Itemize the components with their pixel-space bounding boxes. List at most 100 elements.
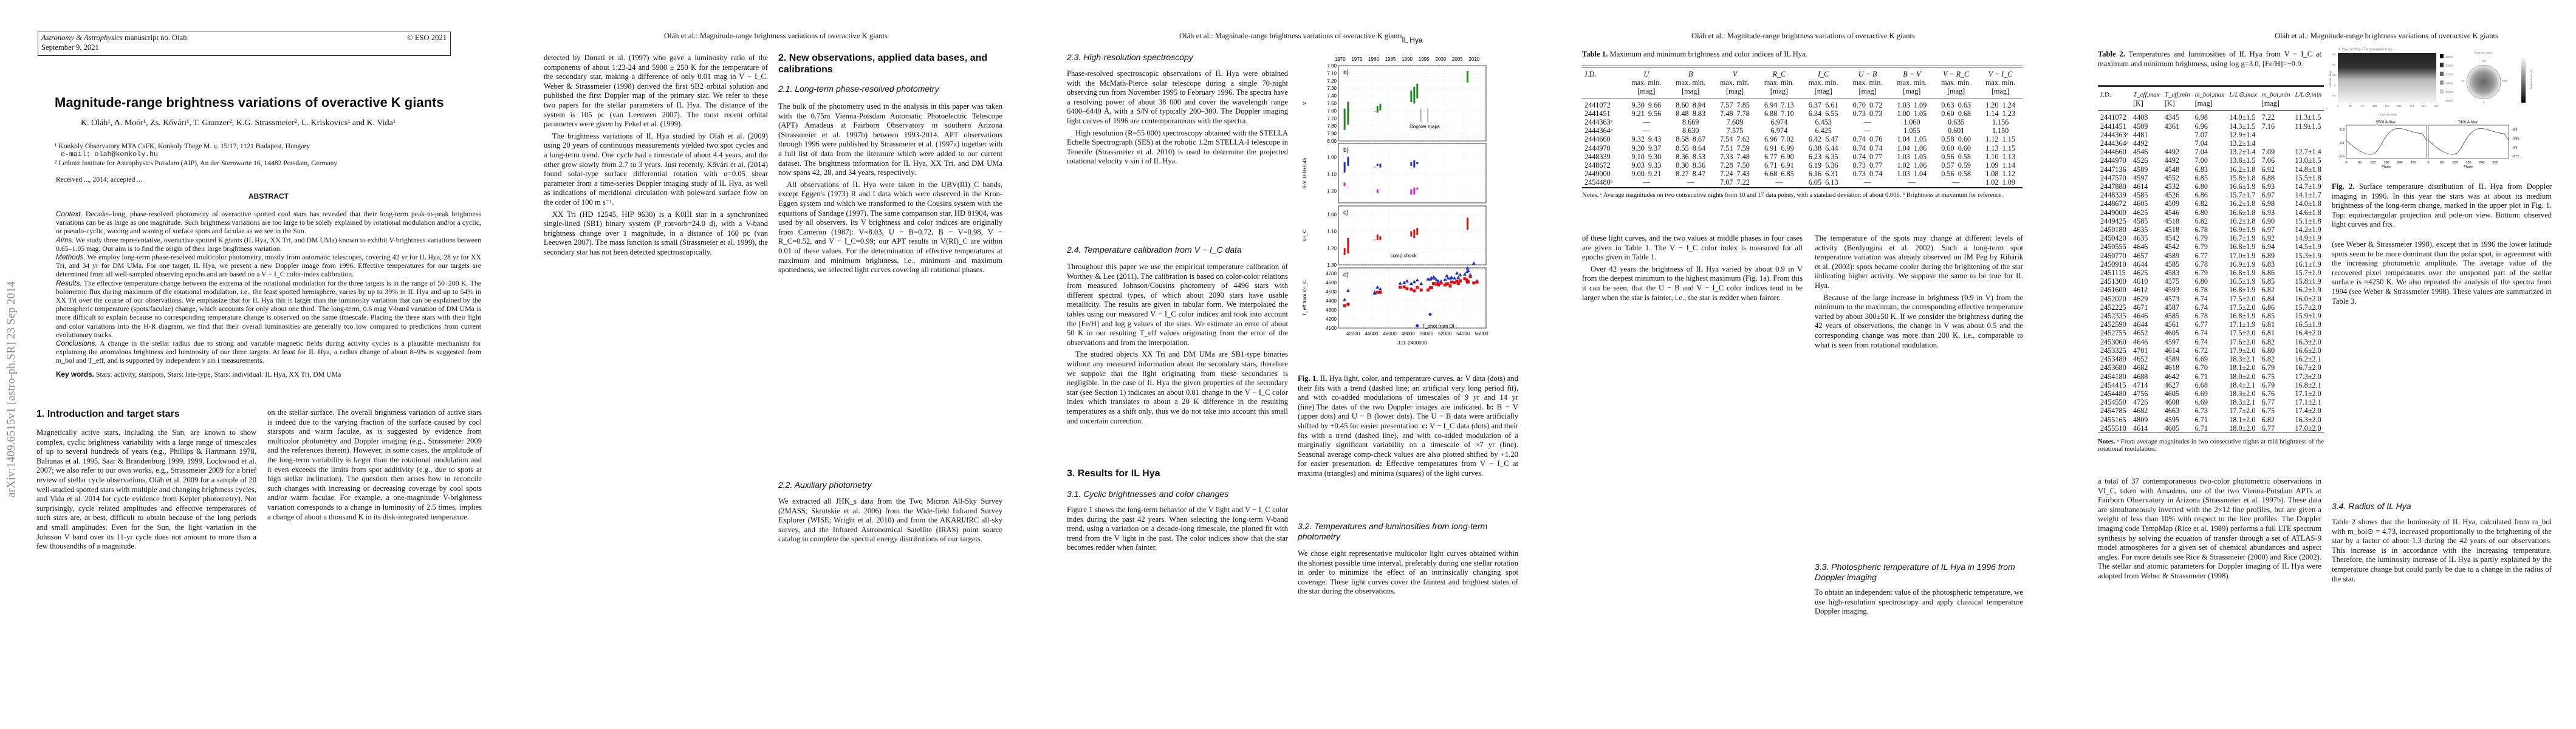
section-2-2-heading: 2.2. Auxiliary photometry [778,480,872,490]
data-point-square [1467,280,1470,284]
table-cell: 4644 [2133,259,2148,269]
table-cell: 4652 [2133,355,2148,364]
abstract-label: Aims. [56,235,74,244]
received-line: Received ..., 2014; accepted ... [56,176,142,183]
table-cell: 1.060 [1903,118,1920,127]
table-cell: 17.3±2.0 [2295,372,2321,381]
table-cell: 6.88 [2261,173,2275,182]
table-cell: 4526 [2164,191,2180,200]
table-cell: 4614 [2164,346,2180,355]
table-cell: 17.1±2.1 [2295,398,2321,407]
year-tick-label: 1990 [1402,56,1413,62]
table-cell: 14.7±1.9 [2295,182,2321,191]
paragraph: Phase-resolved spectroscopic observation… [1067,69,1288,125]
table-cell: 16.8±1.9 [2229,286,2256,295]
table-cell: 4714 [2133,380,2148,389]
table-cell: 6.68 6.85 [1764,169,1794,179]
table-row: 2452335 4646 4585 6.78 16.8±1.9 6.85 15.9±1.9 [2098,312,2324,320]
table-cell: 6.80 [2194,277,2208,286]
data-point-square [1413,289,1416,293]
abstract-text: We employ long-term phase-resolved multi… [56,253,481,279]
data-point-square [1465,278,1469,282]
table-cell: 2450420 [2100,234,2126,243]
table-cell: 4701 [2133,346,2148,355]
table-cell: 4618 [2164,363,2180,372]
table-cell: 6.77 [2194,320,2208,329]
table-cell: 1.150 [1992,126,2009,135]
section-1-right-text: on the stellar surface. The overall brig… [267,408,482,524]
table-cell: 6.78 [2194,286,2208,295]
table-cell: 4671 [2133,303,2148,312]
phase-y-tick: -0.9 [2512,128,2517,132]
paragraph: The bulk of the photometry used in the a… [778,102,1002,177]
paragraph: XX Tri (HD 12545, HIP 9630) is a K0III s… [544,210,768,256]
table-cell: 2447136 [2100,165,2126,174]
table-cell: 6.80 [2194,208,2208,217]
y-tick-label: 4200 [1326,317,1337,322]
table-cell: 4642 [2164,372,2180,381]
email-link[interactable]: e-mail: olah@konkoly.hu [61,151,159,159]
table-cell: 4589 [2133,165,2148,174]
table-cell: 14.5±1.9 [2295,242,2321,252]
phase-x-label: Phase [2382,165,2391,169]
legend-swatch [2440,89,2444,94]
table-row: 2450910 4644 4585 6.78 16.9±1.9 6.83 16.1±1.9 [2098,260,2324,269]
table-cell: 6.82 [2194,216,2208,225]
table-row: 2454180 4688 4642 6.71 18.0±2.0 6.75 17.3±2.0 [2098,372,2324,381]
table-cell: 9.00 9.21 [1631,169,1662,179]
table-row: 2451600 4612 4593 6.78 16.8±1.9 6.82 16.2±1.9 [2098,286,2324,294]
table-cell: 6.82 [2261,286,2275,295]
legend-level: 4800K [2445,100,2453,103]
table-cell: 4518 [2164,216,2180,225]
column-subheader: max. min. [1941,78,1971,87]
section-2-3-heading: 2.3. High-resolution spectroscopy [1067,52,1193,62]
table-cell: 13.8±1.5 [2229,156,2256,165]
table-cell: 8.30 8.56 [1676,161,1706,170]
table-cell: 2448339 [2100,191,2126,200]
table-cell: 0.60 0.60 [1941,143,1971,152]
data-point-square [1463,277,1467,281]
table-cell: 14.0±1.5 [2229,113,2256,122]
table-row: 2448672 4605 4509 6.82 16.2±1.8 6.98 14.0±1.8 [2098,199,2324,208]
table-1-caption: Table 1. Maximum and minimum brightness … [1582,50,1807,59]
phase-y-tick: -0.75 [2512,155,2519,159]
table-cell: 8.27 8.47 [1676,169,1706,179]
data-point-square [1443,283,1447,287]
paper-title: Magnitude-range brightness variations of… [55,95,444,110]
y-tick-label: 4300 [1326,307,1337,313]
table-cell: — [1642,118,1650,127]
table-cell: 6.97 [2261,191,2275,200]
table-cell: 6.83 [2261,259,2275,269]
table-cell: 6.74 [2194,337,2208,346]
table-row: 2447136 4589 4548 6.83 16.2±1.8 6.92 14.8±1.8 [2098,165,2324,174]
data-point-triangle [1346,289,1350,292]
table-cell: 16.6±1.9 [2229,182,2256,191]
table-cell: 6.76 [2261,389,2275,398]
column-subheader: max. min. [1852,78,1883,87]
table-cell: 2441072 [1584,100,1611,109]
table-cell: 6.82 [2194,199,2208,208]
column-unit: [mag] [1858,87,1877,96]
year-tick-label: 1985 [1385,56,1396,62]
table-cell: 2454180 [2100,372,2126,381]
table-cell: 4492 [2164,148,2180,157]
column-unit: [mag] [1770,87,1788,96]
table-row: 2454415 4714 4627 6.68 18.4±2.1 6.79 16.8±2.1 [2098,381,2324,389]
table-row: 2450420 4635 4542 6.79 16.7±1.9 6.92 14.9±1.9 [2098,234,2324,242]
table-cell: 16.2±1.8 [2229,199,2256,208]
data-point-triangle [1456,275,1461,279]
column-subheader: max. min. [1676,78,1706,87]
section-2-4-text: Throughout this paper we use the empiric… [1067,262,1288,428]
section-2-1-text: The bulk of the photometry used in the a… [778,102,1002,278]
table-cell: 4635 [2133,225,2148,234]
y-tick-label: 4500 [1326,289,1337,295]
data-point-square [1455,279,1459,283]
x-tick-label: 48000 [1402,331,1416,337]
table-cell: 6.90 [2261,216,2275,225]
paragraph: a total of 37 contemporaneous two-color … [2098,477,2321,580]
x-tick-label: 42000 [1346,331,1360,337]
keywords-label: Key words. [56,369,94,378]
table-cell: 2455510 [2100,423,2126,433]
column-header: V − R_C [1943,70,1970,78]
table-cell: 4629 [2133,294,2148,303]
